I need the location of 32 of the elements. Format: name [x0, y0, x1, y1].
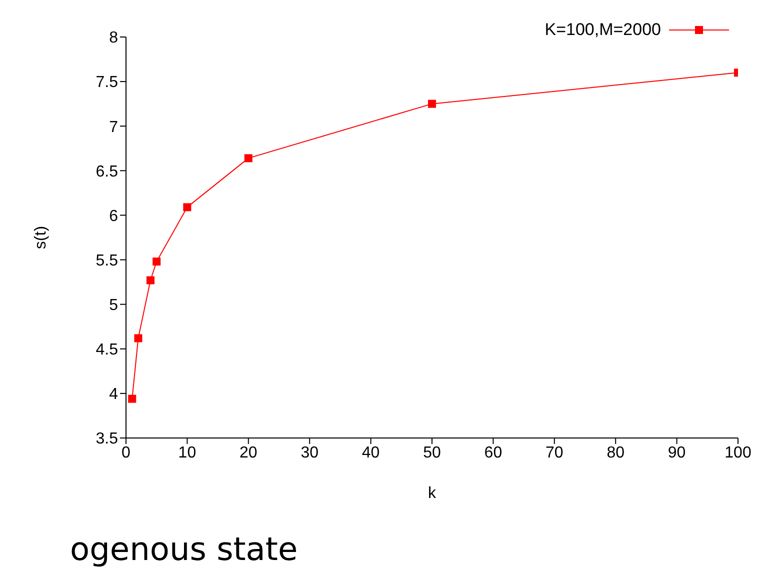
point — [128, 394, 136, 403]
y-tick-label: 4.5 — [96, 342, 118, 359]
y-tick-label: 8 — [109, 30, 118, 47]
x-tick-label: 50 — [423, 444, 441, 462]
y-tick-label: 6.5 — [96, 163, 118, 180]
x-tick-label: 90 — [668, 444, 686, 462]
x-tick-label: 70 — [546, 444, 564, 462]
x-tick-label: 40 — [362, 444, 380, 462]
x-tick-label: 80 — [606, 444, 625, 462]
y-tick-label: 3.5 — [96, 430, 118, 448]
x-tick-label: 10 — [178, 444, 196, 462]
point — [183, 203, 192, 212]
x-tick-label: 20 — [240, 444, 258, 462]
x-axis-title: k — [428, 485, 437, 502]
x-tick-label: 0 — [122, 444, 131, 462]
y-tick-label: 5 — [109, 297, 118, 314]
y-tick-label: 7.5 — [96, 74, 118, 92]
y-tick-label: 4 — [109, 386, 118, 404]
x-tick-label: 60 — [484, 444, 502, 462]
y-axis-title: s(t) — [32, 226, 50, 250]
x-tick-label: 30 — [300, 444, 319, 462]
y-tick-label: 6 — [109, 208, 118, 225]
x-tick-label: 100 — [724, 444, 752, 462]
point — [428, 100, 436, 108]
y-tick-label: 7 — [109, 118, 118, 136]
text: ogenous state — [70, 530, 298, 568]
legend-label: K=100,M=2000 — [544, 20, 661, 40]
point — [134, 334, 142, 342]
y-tick-label: 5.5 — [96, 252, 118, 270]
point — [244, 154, 252, 162]
point — [152, 258, 161, 266]
point — [146, 276, 154, 284]
